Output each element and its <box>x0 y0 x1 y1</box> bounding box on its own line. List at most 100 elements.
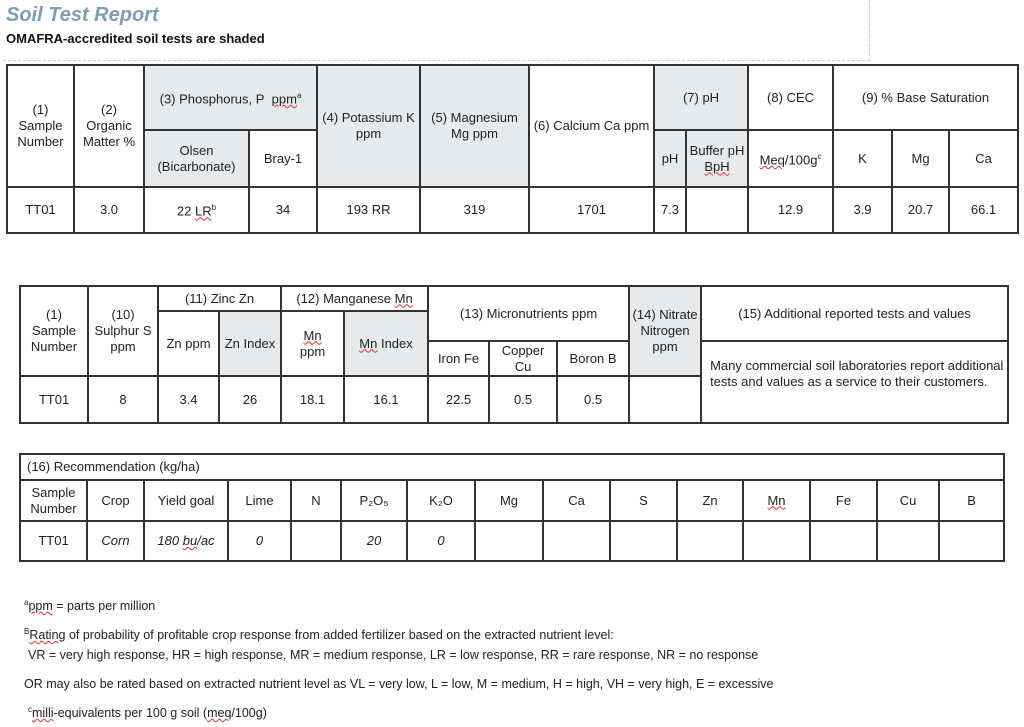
header-micronutrients: (13) Micronutrients ppm <box>427 285 631 342</box>
header-s: S <box>609 479 678 522</box>
cell-bs-mg: 20.7 <box>891 186 951 234</box>
header-boron: Boron B <box>556 340 631 377</box>
header-ph: (7) pH <box>653 64 750 131</box>
header-zn-index: Zn Index <box>217 310 283 377</box>
header-phosphorus: (3) Phosphorus, P ppma <box>142 64 319 131</box>
header-bs-k: K <box>832 129 894 188</box>
cell-sample: TT01 <box>19 375 89 424</box>
cell-sample: TT01 <box>6 186 75 234</box>
cell-yield: 180 bu/ac <box>143 520 229 562</box>
cell-olsen: 22 LRb <box>143 186 250 234</box>
cell-crop: Corn <box>86 520 145 562</box>
header-sample-number: (1) Sample Number <box>6 64 75 188</box>
header-cec-unit: Meq/100gc <box>747 129 835 188</box>
header-organic-matter: (2) Organic Matter % <box>73 64 145 188</box>
header-mn-ppm: Mn ppm <box>280 310 346 377</box>
cell-s <box>609 520 678 562</box>
header-copper: Copper Cu <box>488 340 559 377</box>
page-subtitle: OMAFRA-accredited soil tests are shaded <box>6 31 265 46</box>
cell-ph: 7.3 <box>653 186 688 234</box>
header-manganese: (12) Manganese Mn <box>280 285 430 312</box>
footnote-a: appm = parts per million <box>24 598 156 614</box>
header-lime: Lime <box>227 479 292 522</box>
cell-k2o: 0 <box>406 520 476 562</box>
cell-ca <box>542 520 611 562</box>
cell-bs-k: 3.9 <box>832 186 894 234</box>
cell-zn-index: 26 <box>217 375 283 424</box>
table-row: TT01 8 3.4 26 18.1 16.1 22.5 0.5 0.5 <box>19 375 1008 424</box>
footnote-b: BRating of probability of profitable cro… <box>24 627 614 643</box>
cell-boron: 0.5 <box>556 375 631 424</box>
header-ca: Ca <box>542 479 611 522</box>
header-nitrate: (14) Nitrate Nitrogen ppm <box>628 285 703 377</box>
cell-om: 3.0 <box>73 186 145 234</box>
header-mn: Mn <box>742 479 811 522</box>
cell-mn-index: 16.1 <box>343 375 430 424</box>
cell-bph <box>685 186 750 234</box>
header-olsen: Olsen (Bicarbonate) <box>143 129 250 188</box>
header-calcium: (6) Calcium Ca ppm <box>528 64 656 188</box>
cell-mn-ppm: 18.1 <box>280 375 346 424</box>
footnote-b-ratings: VR = very high response, HR = high respo… <box>28 648 759 662</box>
header-cec: (8) CEC <box>747 64 835 131</box>
cell-cu <box>876 520 940 562</box>
cell-ca: 1701 <box>528 186 656 234</box>
header-potassium: (4) Potassium K ppm <box>316 64 422 188</box>
cell-lime: 0 <box>227 520 292 562</box>
header-sulphur: (10) Sulphur S ppm <box>87 285 159 377</box>
cell-fe <box>809 520 878 562</box>
header-bs-ca: Ca <box>948 129 1020 188</box>
cell-cec: 12.9 <box>747 186 835 234</box>
cell-mg <box>474 520 544 562</box>
cell-copper: 0.5 <box>488 375 559 424</box>
header-mg: Mg <box>474 479 544 522</box>
header-cu: Cu <box>876 479 940 522</box>
soil-test-table: (1) Sample Number (2) Organic Matter % (… <box>6 64 1020 234</box>
footnote-or: OR may also be rated based on extracted … <box>24 677 774 691</box>
header-zn: Zn <box>676 479 744 522</box>
cell-sample: TT01 <box>19 520 88 562</box>
header-iron: Iron Fe <box>427 340 491 377</box>
header-bs-mg: Mg <box>891 129 951 188</box>
micronutrient-table: (1) Sample Number (10) Sulphur S ppm (11… <box>19 285 1010 424</box>
header-b: B <box>937 479 1006 522</box>
additional-text: Many commercial soil laboratories report… <box>700 340 1010 424</box>
recommendation-table: (16) Recommendation (kg/ha) Sample Numbe… <box>18 453 1006 562</box>
cell-n <box>290 520 342 562</box>
cell-sulphur: 8 <box>87 375 159 424</box>
cell-k: 193 RR <box>316 186 422 234</box>
table-row: TT01 3.0 22 LRb 34 193 RR 319 1701 7.3 1… <box>6 186 1020 234</box>
table-row: TT01 Corn 180 bu/ac 0 20 0 <box>19 520 1006 562</box>
cell-b <box>937 520 1006 562</box>
header-zinc: (11) Zinc Zn <box>156 285 283 312</box>
header-magnesium: (5) Magnesium Mg ppm <box>419 64 531 188</box>
header-sample-number: (1) Sample Number <box>19 285 89 377</box>
header-box <box>3 0 870 61</box>
header-yield-goal: Yield goal <box>143 479 229 522</box>
header-fe: Fe <box>809 479 878 522</box>
footnote-c: cmilli-equivalents per 100 g soil (meq/1… <box>28 705 267 721</box>
cell-zn <box>676 520 744 562</box>
cell-iron: 22.5 <box>427 375 491 424</box>
cell-bray: 34 <box>247 186 319 234</box>
header-zn-ppm: Zn ppm <box>157 310 220 377</box>
header-buffer-ph: Buffer pH BpH <box>685 129 750 188</box>
header-k-o: K₂O <box>406 479 476 522</box>
header-sample-number: Sample Number <box>19 479 88 522</box>
cell-mg: 319 <box>419 186 531 234</box>
cell-mn <box>742 520 811 562</box>
header-crop: Crop <box>86 479 145 522</box>
header-n: N <box>290 479 342 522</box>
header-p-o-: P₂O₅ <box>340 479 408 522</box>
cell-p2o5: 20 <box>340 520 408 562</box>
header-base-saturation: (9) % Base Saturation <box>832 64 1020 131</box>
header-bray: Bray-1 <box>247 129 319 188</box>
recommendation-title: (16) Recommendation (kg/ha) <box>18 453 1006 481</box>
header-ph-sub: pH <box>653 129 688 188</box>
header-mn-index: Mn Index <box>343 310 430 377</box>
cell-bs-ca: 66.1 <box>948 186 1020 234</box>
page-title: Soil Test Report <box>6 4 159 26</box>
cell-zn-ppm: 3.4 <box>157 375 220 424</box>
header-additional: (15) Additional reported tests and value… <box>700 285 1010 342</box>
cell-nitrate <box>628 375 703 424</box>
